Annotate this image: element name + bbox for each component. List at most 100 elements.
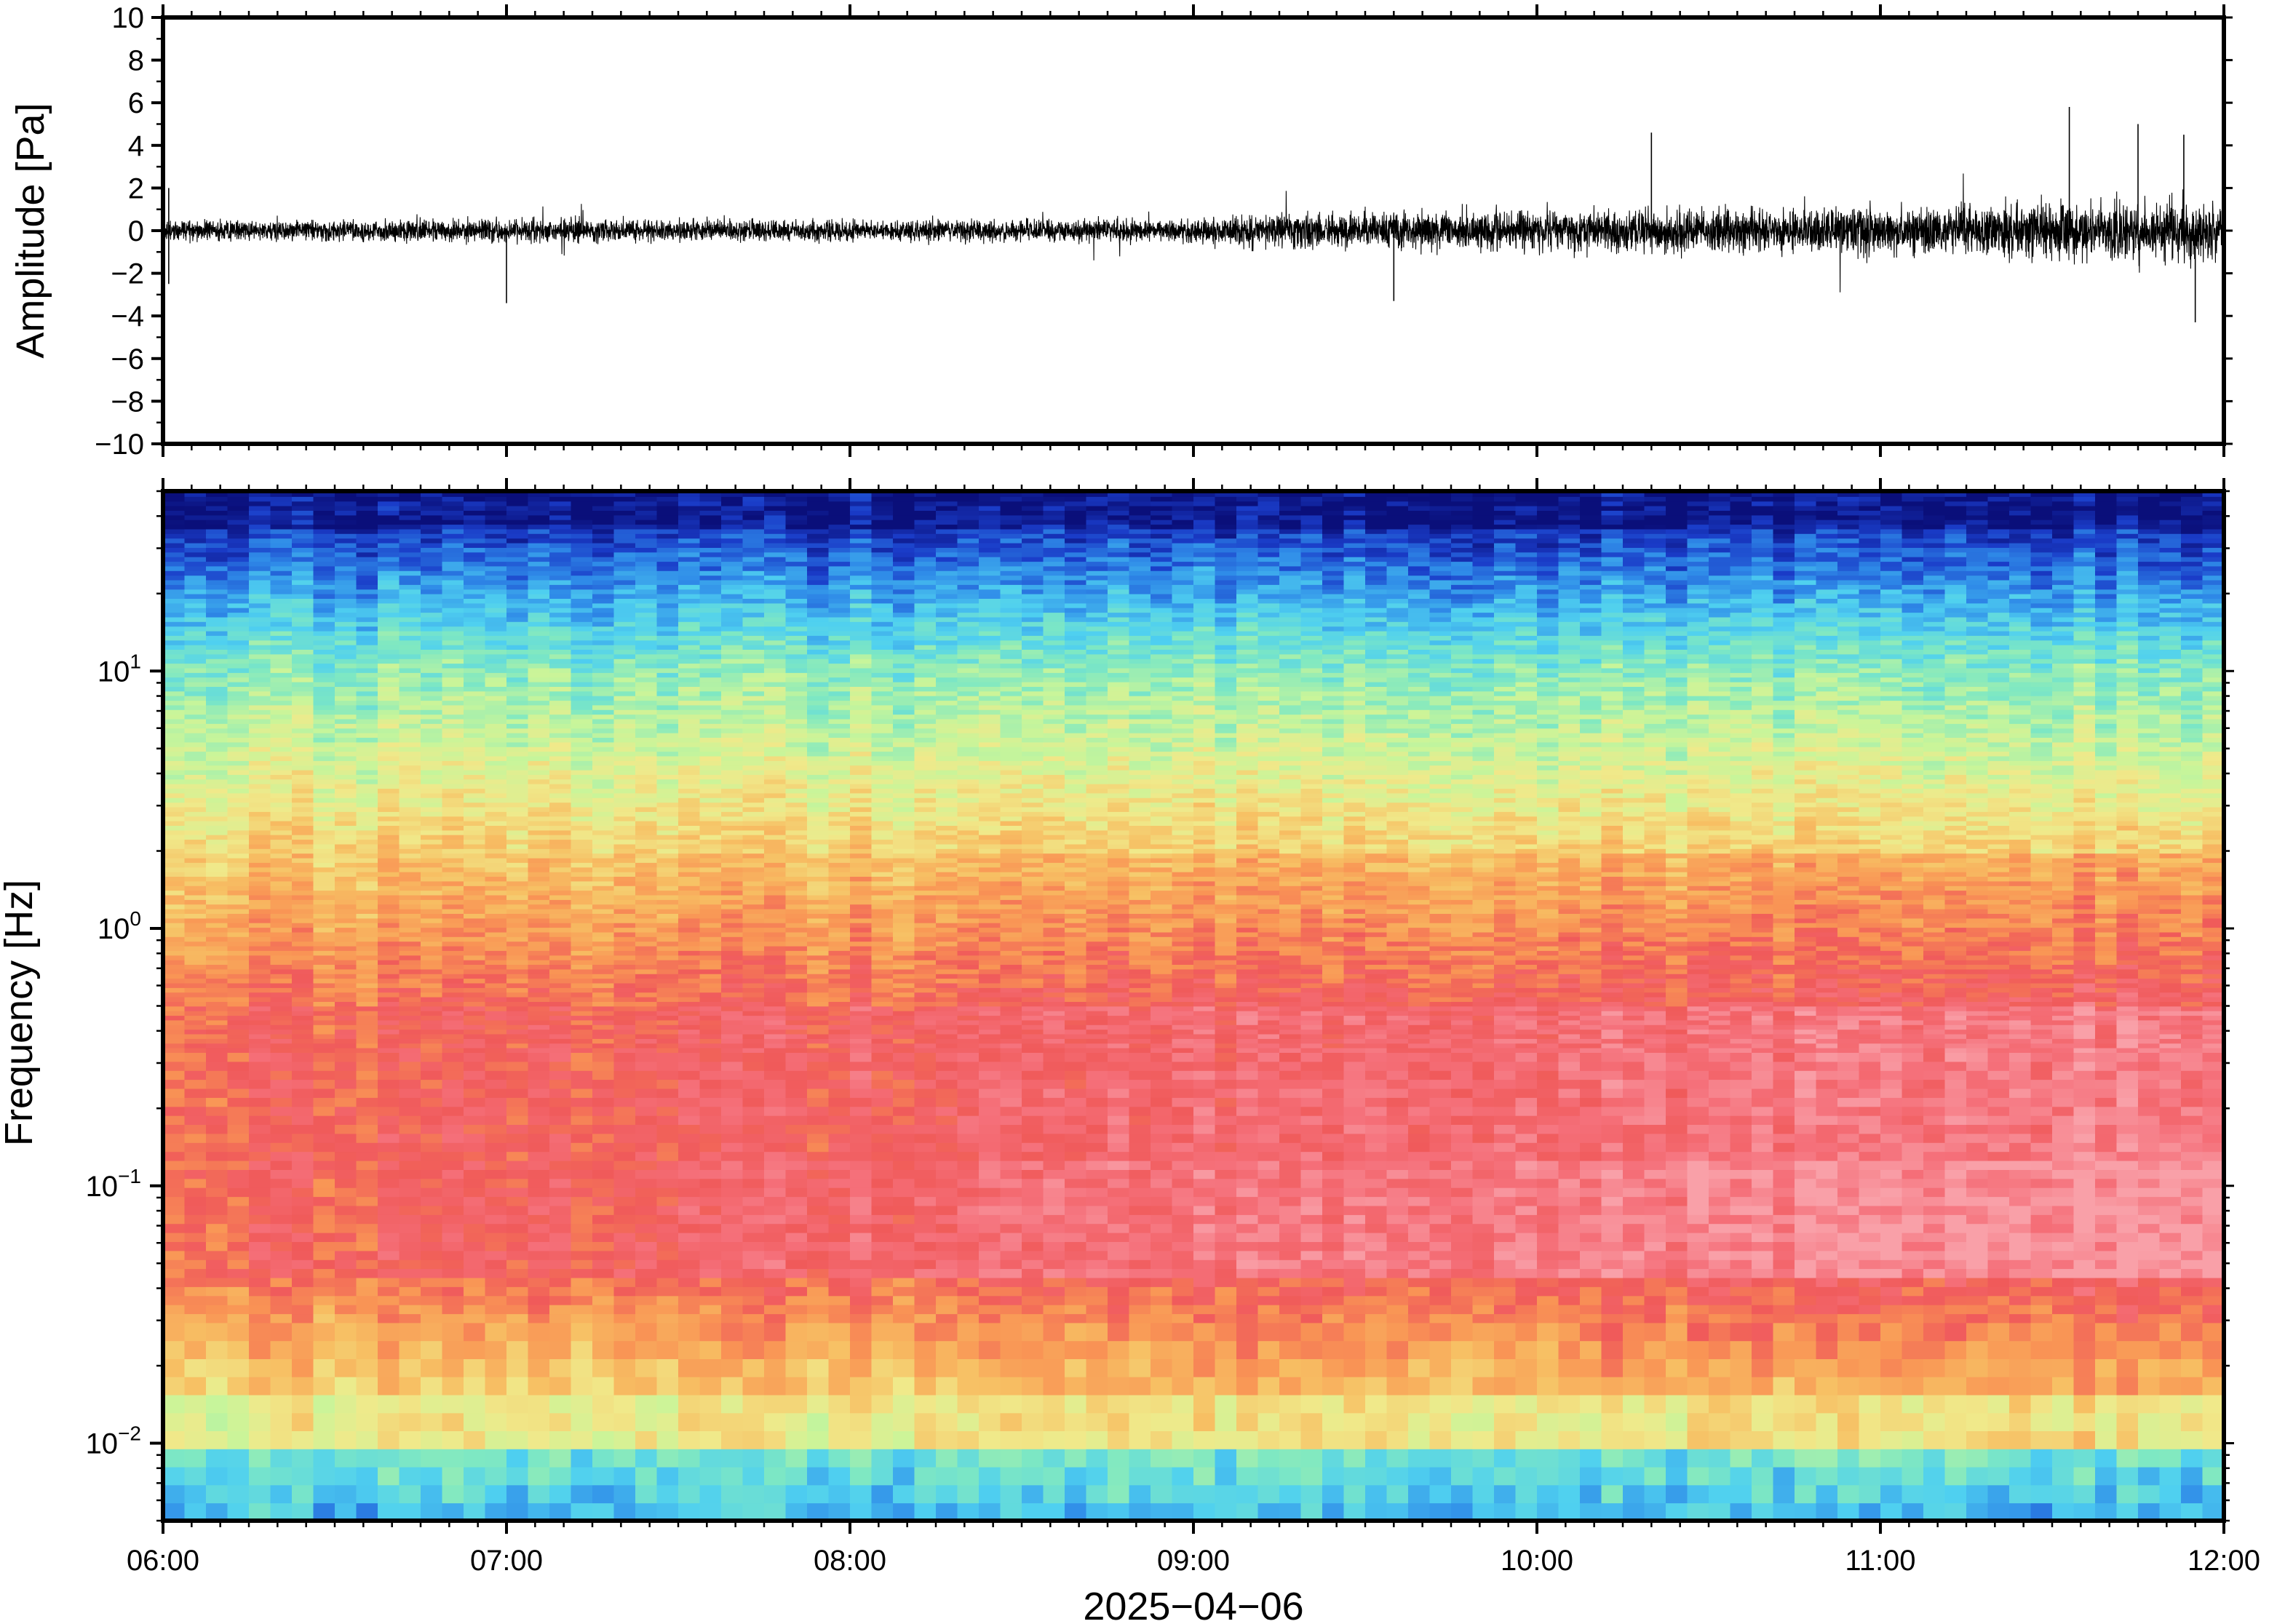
spectrogram-cell (742, 1322, 765, 1342)
spectrogram-cell (571, 904, 593, 909)
spectrogram-cell (613, 788, 636, 794)
spectrogram-cell (399, 570, 421, 576)
spectrogram-cell (356, 1268, 378, 1278)
spectrogram-cell (399, 589, 421, 594)
spectrogram-cell (549, 575, 572, 581)
spectrogram-cell (270, 913, 293, 919)
spectrogram-cell (206, 1322, 229, 1342)
spectrogram-cell (421, 973, 443, 979)
spectrogram-cell (699, 602, 722, 608)
spectrogram-cell (678, 1142, 701, 1153)
spectrogram-cell (313, 1376, 335, 1396)
spectrogram-cell (635, 1015, 658, 1021)
spectrogram-cell (528, 927, 550, 933)
spectrogram-cell (356, 524, 378, 530)
spectrogram-cell (442, 1043, 464, 1048)
spectrogram-cell (506, 1106, 529, 1116)
spectrogram-cell (635, 1061, 658, 1071)
spectrogram-cell (399, 918, 421, 923)
spectrogram-cell (678, 552, 701, 557)
spectrogram-cell (292, 1313, 314, 1324)
spectrogram-cell (678, 575, 701, 581)
spectrogram-cell (227, 681, 250, 687)
spectrogram-cell (356, 533, 378, 539)
spectrogram-cell (592, 1160, 615, 1170)
spectrogram-cell (249, 1160, 271, 1170)
spectrogram-cell (249, 602, 271, 608)
spectrogram-cell (742, 547, 765, 553)
spectrogram-cell (249, 704, 271, 710)
spectrogram-cell (742, 1484, 765, 1504)
spectrogram-cell (442, 514, 464, 520)
spectrogram-cell (270, 867, 293, 872)
spectrogram-cell (270, 570, 293, 576)
spectrogram-cell (206, 723, 229, 729)
spectrogram-cell (378, 862, 400, 868)
spectrogram-cell (163, 788, 186, 794)
spectrogram-cell (184, 1015, 207, 1021)
spectrogram-cell (635, 1223, 658, 1233)
spectrogram-cell (421, 519, 443, 525)
spectrogram-cell (742, 1029, 765, 1035)
spectrogram-cell (206, 848, 229, 854)
spectrogram-cell (506, 973, 529, 979)
spectrogram-cell (163, 1304, 186, 1315)
spectrogram-cell (335, 1079, 357, 1089)
spectrogram-cell (421, 982, 443, 988)
spectrogram-cell (785, 1038, 808, 1044)
spectrogram-cell (292, 876, 314, 882)
spectrogram-cell (485, 630, 507, 636)
spectrogram-cell (571, 681, 593, 687)
spectrogram-cell (313, 663, 335, 669)
spectrogram-cell (721, 1070, 744, 1080)
spectrogram-cell (292, 1088, 314, 1098)
spectrogram-cell (421, 760, 443, 766)
spectrogram-cell (313, 575, 335, 581)
spectrogram-cell (163, 765, 186, 771)
spectrogram-cell (764, 816, 787, 821)
spectrogram-cell (613, 779, 636, 784)
spectrogram-cell (378, 1484, 400, 1504)
spectrogram-cell (464, 519, 486, 525)
spectrogram-cell (635, 1295, 658, 1305)
spectrogram-cell (656, 973, 679, 979)
spectrogram-cell (678, 1151, 701, 1161)
spectrogram-cell (292, 714, 314, 720)
spectrogram-cell (163, 1277, 186, 1287)
spectrogram-cell (592, 649, 615, 655)
spectrogram-cell (528, 1223, 550, 1233)
spectrogram-cell (378, 755, 400, 761)
spectrogram-cell (163, 700, 186, 706)
spectrogram-cell (335, 834, 357, 840)
spectrogram-cell (163, 839, 186, 845)
spectrogram-cell (742, 1313, 765, 1324)
spectrogram-cell (421, 1241, 443, 1251)
spectrogram-cell (313, 640, 335, 645)
spectrogram-cell (656, 1043, 679, 1048)
spectrogram-cell (206, 1376, 229, 1396)
spectrogram-cell (227, 978, 250, 984)
spectrogram-cell (421, 723, 443, 729)
spectrogram-cell (721, 579, 744, 585)
spectrogram-cell (184, 496, 207, 502)
spectrogram-cell (721, 584, 744, 590)
spectrogram-cell (163, 1061, 186, 1071)
spectrogram-cell (678, 843, 701, 849)
spectrogram-cell (313, 686, 335, 692)
spectrogram-cell (292, 565, 314, 571)
spectrogram-cell (592, 834, 615, 840)
spectrogram-cell (249, 1340, 271, 1359)
spectrogram-cell (184, 792, 207, 798)
spectrogram-cell (184, 811, 207, 817)
spectrogram-cell (506, 704, 529, 710)
spectrogram-cell (571, 857, 593, 863)
spectrogram-cell (506, 640, 529, 645)
spectrogram-cell (613, 644, 636, 650)
spectrogram-cell (292, 1484, 314, 1504)
spectrogram-cell (421, 709, 443, 715)
spectrogram-cell (635, 542, 658, 548)
spectrogram-cell (399, 663, 421, 669)
spectrogram-cell (249, 547, 271, 553)
spectrogram-cell (227, 640, 250, 645)
spectrogram-cell (421, 690, 443, 696)
